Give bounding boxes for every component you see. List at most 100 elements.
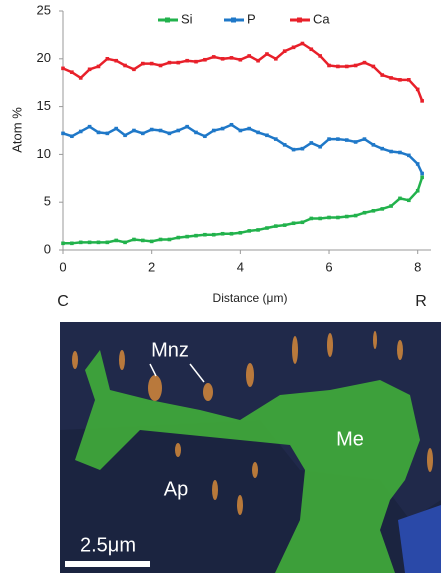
data-point: [158, 128, 163, 133]
end-label: C: [57, 293, 69, 310]
legend-label: Ca: [313, 11, 330, 26]
data-point: [220, 57, 225, 61]
data-point: [309, 141, 314, 145]
data-point: [380, 73, 385, 77]
data-point: [78, 129, 83, 134]
data-point: [407, 198, 411, 203]
data-point: [96, 240, 101, 245]
data-point: [203, 57, 207, 62]
data-point: [105, 240, 110, 245]
data-point: [407, 78, 411, 82]
data-point: [420, 171, 424, 176]
data-point: [420, 175, 424, 180]
data-point: [300, 146, 305, 151]
data-point: [274, 224, 278, 228]
data-point: [371, 143, 376, 147]
series-line: [62, 42, 424, 102]
data-point: [220, 126, 225, 131]
image-label: Me: [336, 428, 364, 450]
data-point: [238, 57, 243, 62]
data-point: [353, 140, 358, 144]
blue-phase: [398, 505, 441, 573]
data-point: [167, 237, 172, 242]
data-point: [291, 221, 296, 226]
data-point: [420, 99, 424, 103]
micrograph: Mnz Me Ap 2.5μm: [60, 322, 441, 573]
legend-label: P: [247, 11, 256, 26]
data-point: [256, 228, 260, 232]
data-point: [105, 57, 110, 61]
data-point: [203, 134, 207, 139]
data-point: [114, 58, 119, 63]
data-point: [238, 230, 243, 235]
data-point: [336, 137, 340, 141]
data-point: [415, 87, 420, 92]
data-point: [78, 240, 83, 245]
x-tick-label: 6: [325, 259, 332, 274]
data-point: [87, 67, 92, 72]
data-point: [362, 137, 367, 141]
data-point: [398, 78, 402, 82]
y-axis-label: Atom %: [9, 107, 24, 153]
data-point: [265, 133, 269, 138]
series-line: [63, 176, 424, 245]
data-point: [141, 238, 145, 243]
data-point: [282, 223, 287, 227]
legend-marker: [165, 17, 170, 23]
data-point: [389, 204, 393, 208]
data-point: [229, 231, 234, 236]
data-point: [105, 131, 110, 136]
green-phase: [75, 350, 420, 573]
data-point: [176, 128, 181, 133]
x-tick-label: 8: [414, 259, 421, 274]
data-point: [176, 235, 181, 240]
data-point: [96, 130, 101, 135]
data-point: [70, 70, 74, 74]
data-point: [309, 216, 314, 221]
data-point: [123, 63, 127, 68]
data-point: [371, 64, 376, 69]
data-point: [318, 216, 322, 221]
data-point: [149, 61, 154, 66]
data-point: [398, 196, 402, 201]
data-point: [158, 237, 163, 242]
data-point: [274, 57, 278, 61]
legend-marker: [297, 17, 302, 23]
data-point: [211, 128, 216, 133]
data-point: [327, 63, 331, 68]
series-line: [62, 123, 424, 175]
data-point: [167, 131, 172, 136]
data-point: [327, 215, 331, 220]
x-tick-label: 0: [59, 259, 66, 274]
data-point: [70, 241, 74, 246]
data-point: [211, 232, 216, 237]
data-point: [149, 127, 154, 132]
data-point: [362, 210, 367, 215]
y-tick-label: 25: [37, 2, 51, 17]
data-point: [353, 213, 358, 218]
data-point: [344, 214, 349, 219]
x-axis-label: Distance (μm): [213, 291, 288, 305]
data-point: [353, 63, 358, 68]
data-point: [132, 128, 136, 133]
x-tick-label: 2: [148, 259, 155, 274]
data-point: [389, 76, 393, 80]
data-point: [247, 229, 252, 233]
image-label: Ap: [164, 478, 188, 500]
scale-bar: [65, 561, 150, 567]
data-point: [238, 128, 243, 133]
data-point: [291, 147, 296, 152]
data-point: [123, 240, 127, 245]
x-tick-label: 4: [237, 259, 244, 274]
data-point: [167, 60, 172, 65]
data-point: [309, 47, 314, 52]
data-point: [61, 241, 65, 246]
data-point: [61, 66, 65, 71]
data-point: [291, 45, 296, 50]
data-point: [318, 54, 322, 58]
data-point: [185, 234, 189, 239]
data-point: [247, 54, 252, 58]
data-point: [96, 64, 101, 69]
data-point: [194, 233, 198, 238]
